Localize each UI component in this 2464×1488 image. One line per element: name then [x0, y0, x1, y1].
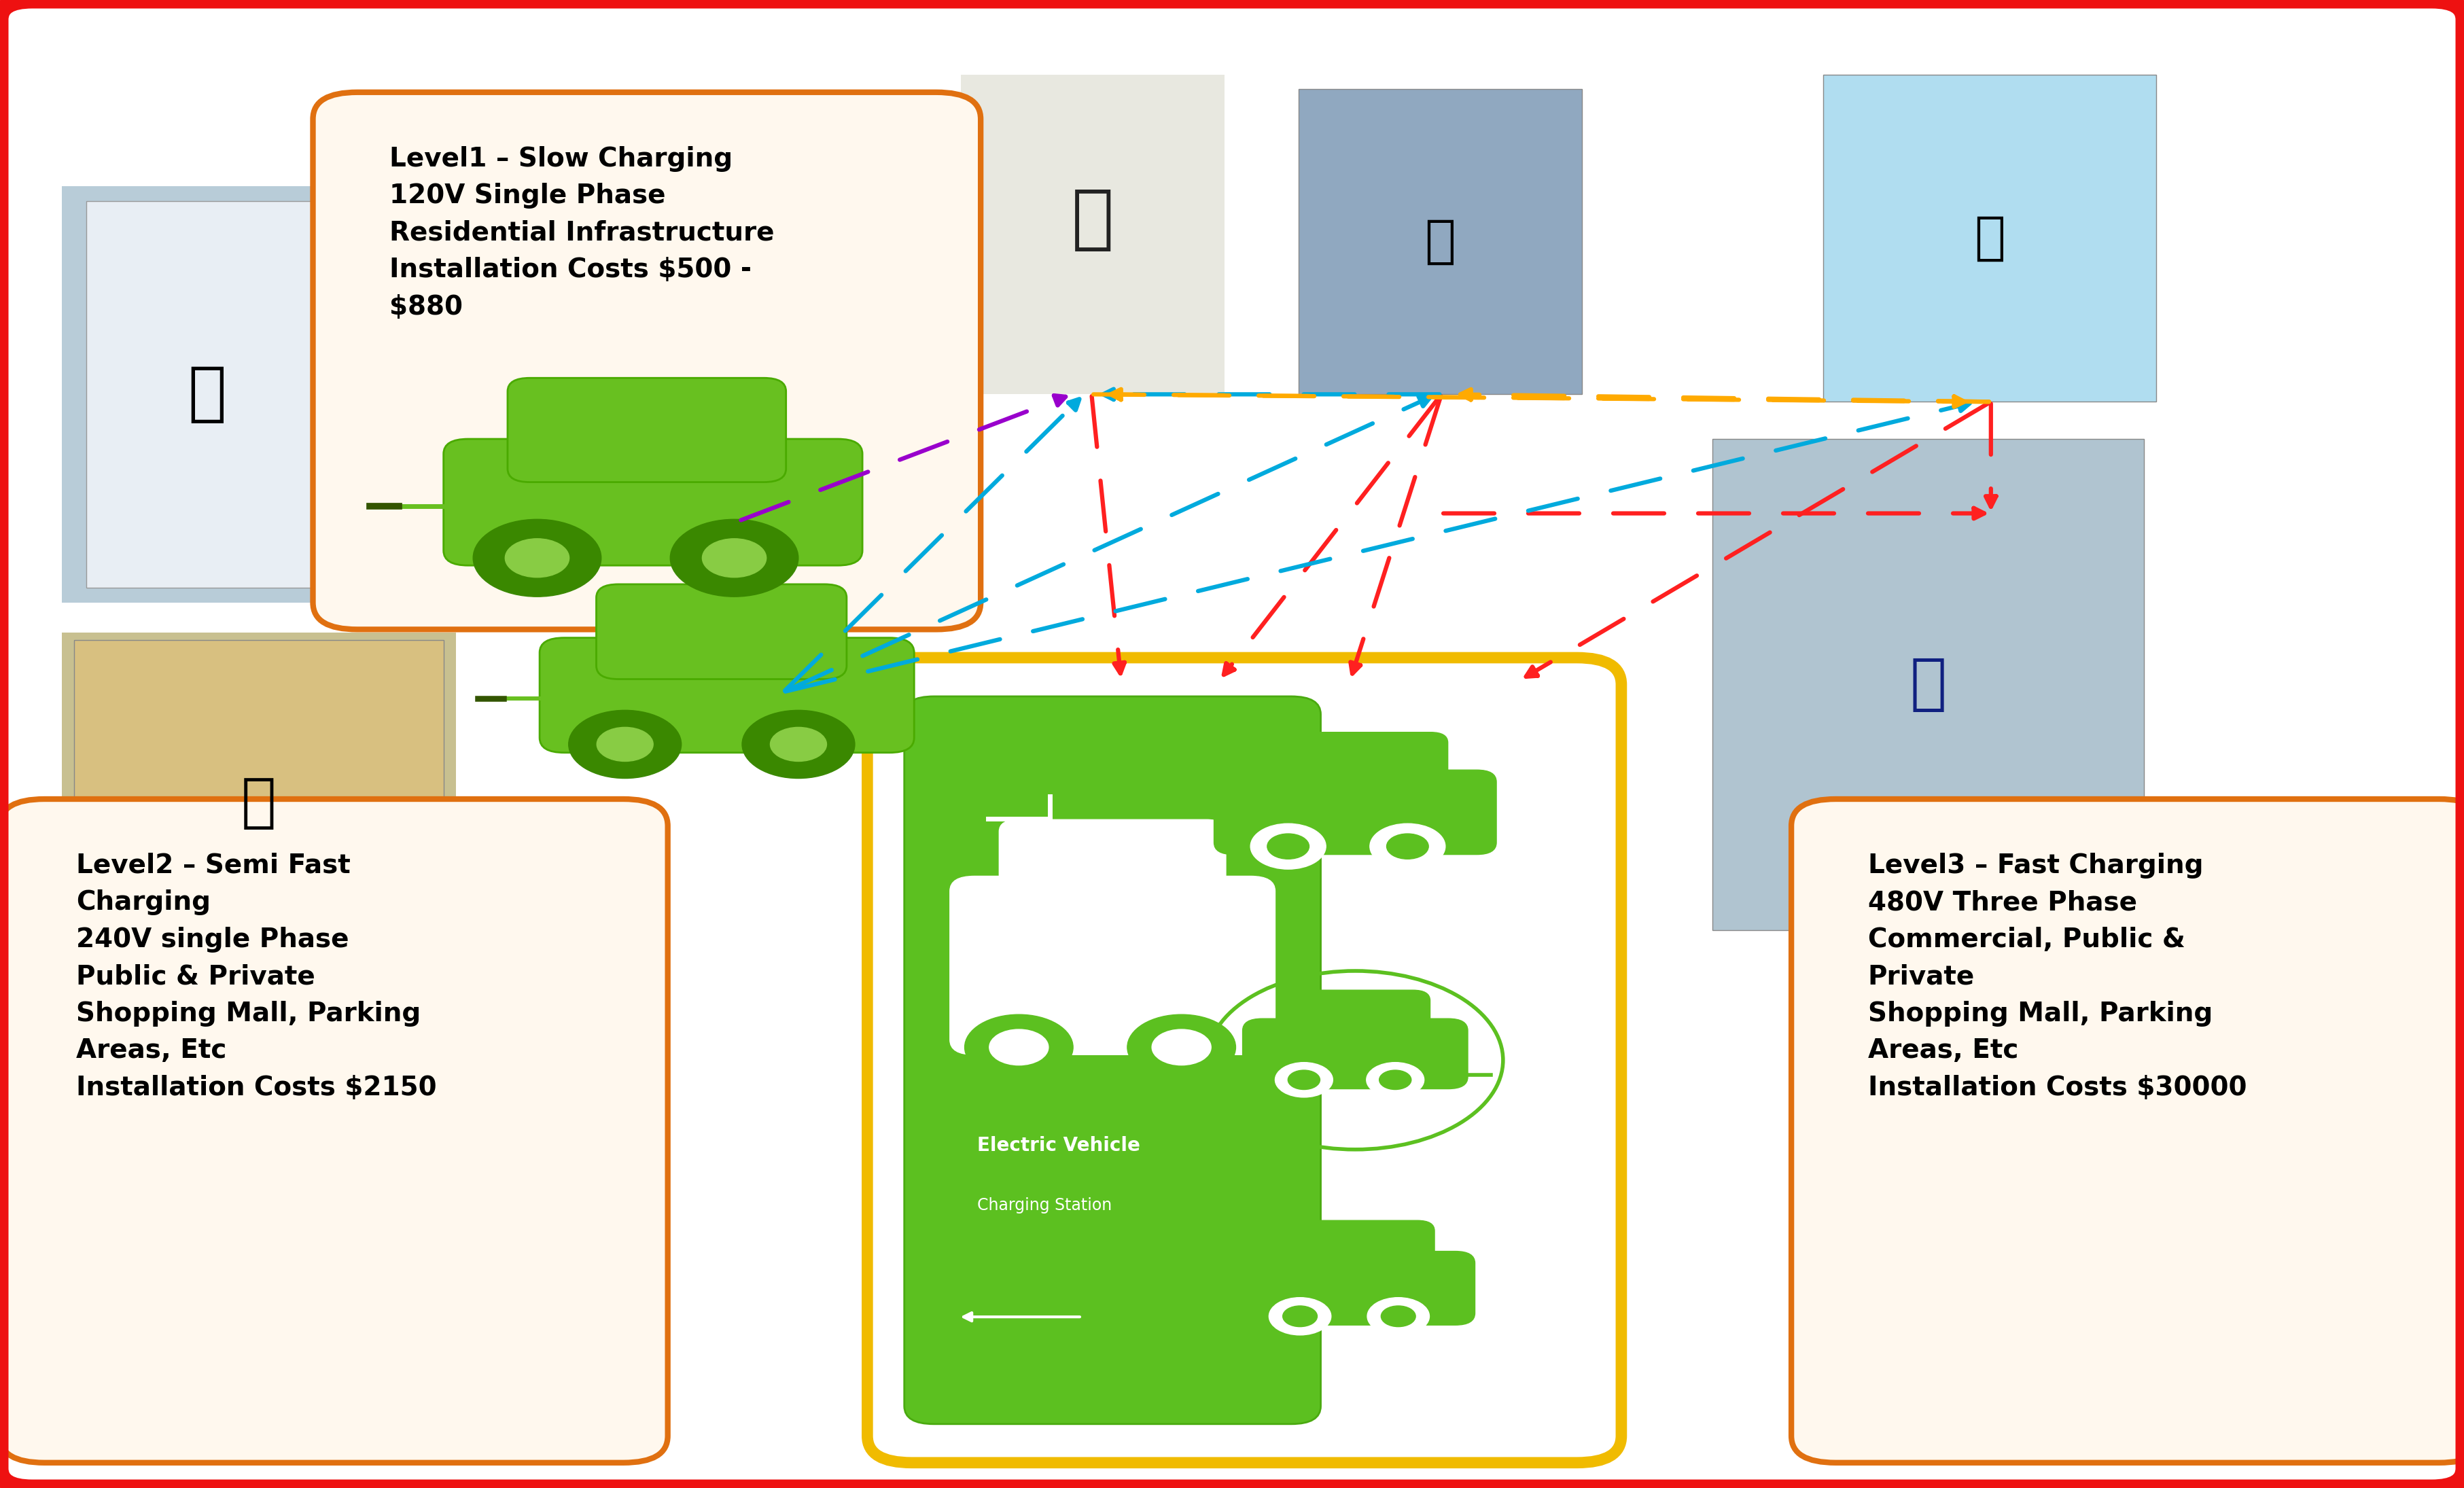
FancyBboxPatch shape: [62, 186, 352, 603]
Circle shape: [1266, 833, 1308, 859]
Text: 🏗: 🏗: [187, 363, 227, 426]
Text: 💨: 💨: [1974, 213, 2006, 263]
FancyBboxPatch shape: [867, 658, 1621, 1463]
Circle shape: [1269, 1298, 1331, 1335]
FancyBboxPatch shape: [596, 585, 848, 679]
Text: 🔋: 🔋: [1424, 217, 1456, 266]
FancyBboxPatch shape: [74, 640, 444, 967]
Text: 🚘: 🚘: [1910, 655, 1947, 714]
Text: Level1 – Slow Charging
120V Single Phase
Residential Infrastructure
Installation: Level1 – Slow Charging 120V Single Phase…: [389, 146, 774, 320]
Circle shape: [1276, 1062, 1333, 1097]
FancyBboxPatch shape: [1299, 89, 1582, 394]
Circle shape: [1368, 1062, 1424, 1097]
FancyBboxPatch shape: [904, 696, 1321, 1424]
FancyBboxPatch shape: [1712, 439, 2144, 930]
FancyBboxPatch shape: [1823, 74, 2156, 402]
Text: Level2 – Semi Fast
Charging
240V single Phase
Public & Private
Shopping Mall, Pa: Level2 – Semi Fast Charging 240V single …: [76, 853, 436, 1101]
FancyBboxPatch shape: [86, 201, 328, 588]
FancyBboxPatch shape: [1000, 820, 1227, 926]
FancyBboxPatch shape: [1276, 1220, 1434, 1281]
FancyBboxPatch shape: [961, 74, 1225, 394]
FancyBboxPatch shape: [1281, 990, 1429, 1048]
FancyBboxPatch shape: [1215, 769, 1496, 854]
FancyBboxPatch shape: [1242, 1019, 1469, 1089]
FancyBboxPatch shape: [1299, 89, 1582, 394]
Circle shape: [1370, 824, 1446, 869]
Circle shape: [702, 539, 766, 577]
Circle shape: [569, 710, 683, 778]
Circle shape: [1284, 1306, 1318, 1327]
Text: Charging Station: Charging Station: [976, 1198, 1111, 1213]
FancyBboxPatch shape: [1791, 799, 2464, 1463]
Circle shape: [596, 728, 653, 762]
Circle shape: [1368, 1298, 1429, 1335]
Text: Electric Vehicle: Electric Vehicle: [976, 1137, 1141, 1155]
FancyBboxPatch shape: [1262, 732, 1449, 801]
Circle shape: [670, 519, 798, 597]
Circle shape: [505, 539, 569, 577]
FancyBboxPatch shape: [313, 92, 981, 629]
FancyBboxPatch shape: [1823, 74, 2156, 402]
Circle shape: [1129, 1015, 1234, 1080]
Circle shape: [1289, 1070, 1321, 1089]
FancyBboxPatch shape: [951, 876, 1276, 1055]
Circle shape: [473, 519, 601, 597]
Text: Level3 – Fast Charging
480V Three Phase
Commercial, Public &
Private
Shopping Ma: Level3 – Fast Charging 480V Three Phase …: [1868, 853, 2247, 1101]
Circle shape: [742, 710, 855, 778]
Circle shape: [991, 1030, 1050, 1065]
Circle shape: [1252, 824, 1326, 869]
Circle shape: [771, 728, 825, 762]
Circle shape: [1387, 833, 1429, 859]
Circle shape: [1153, 1030, 1212, 1065]
Text: 🗼: 🗼: [1072, 185, 1114, 254]
Circle shape: [1380, 1070, 1412, 1089]
FancyBboxPatch shape: [62, 632, 456, 975]
FancyBboxPatch shape: [540, 638, 914, 753]
Circle shape: [963, 1015, 1074, 1080]
FancyBboxPatch shape: [0, 799, 668, 1463]
FancyBboxPatch shape: [1712, 439, 2144, 930]
Circle shape: [1380, 1306, 1414, 1327]
Text: 🏬: 🏬: [241, 775, 276, 832]
FancyBboxPatch shape: [444, 439, 862, 565]
FancyBboxPatch shape: [508, 378, 786, 482]
FancyBboxPatch shape: [1234, 1251, 1476, 1326]
